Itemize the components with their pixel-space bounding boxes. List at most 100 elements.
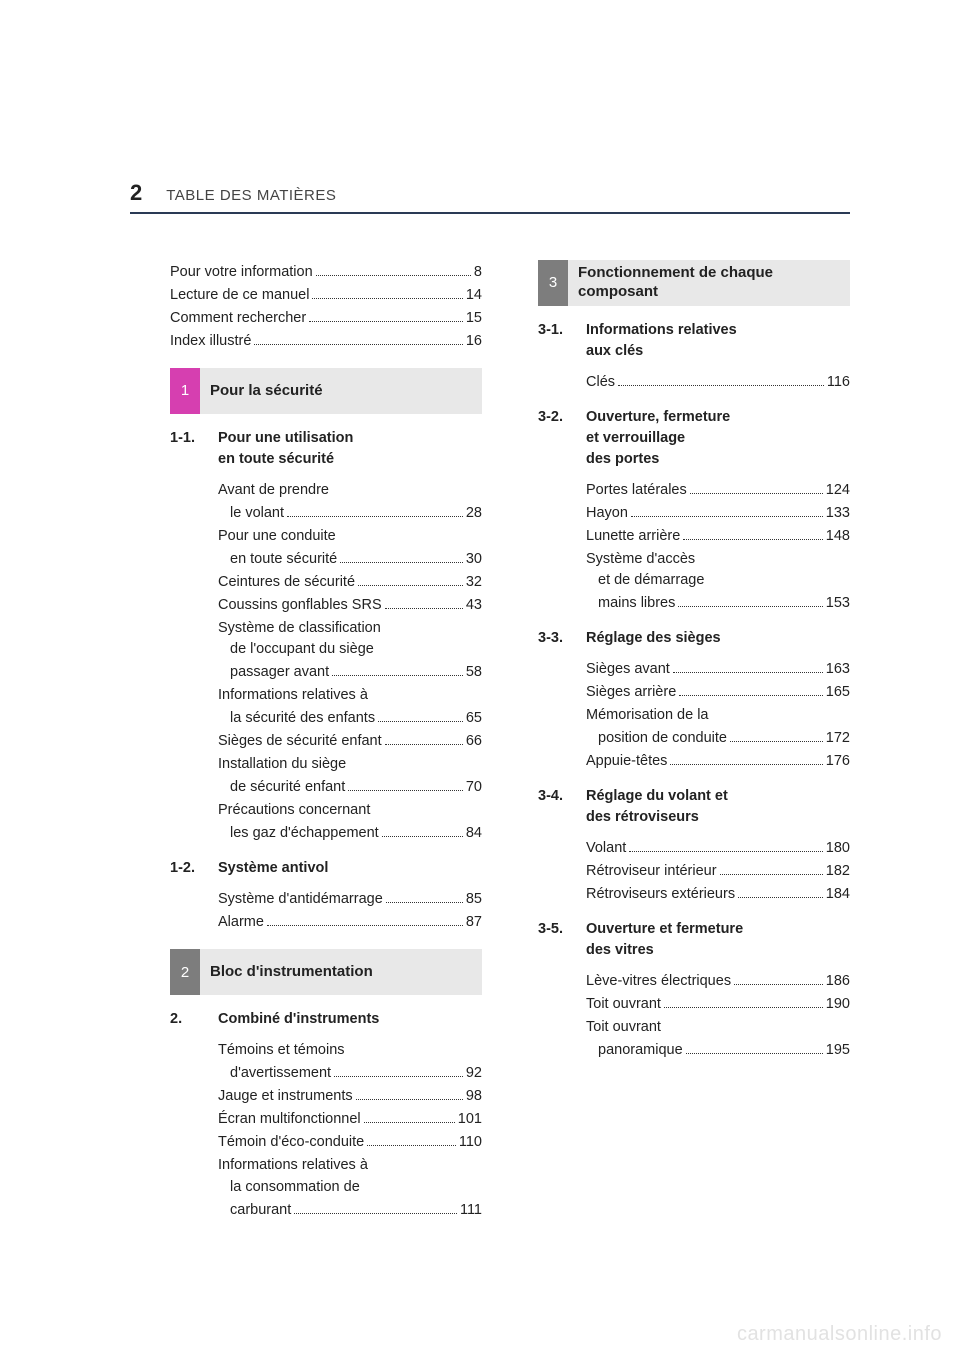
toc-label: Rétroviseur intérieur [586,861,717,882]
chapter-box-3: 3 Fonctionnement de chaque composant [538,260,850,306]
toc-entry: Rétroviseur intérieur182 [538,861,850,882]
toc-entry: Informations relatives à [170,1155,482,1176]
toc-label: Coussins gonflables SRS [218,595,382,616]
toc-leader [738,888,823,898]
section-title-l1: Réglage du volant et [586,788,728,804]
toc-leader [356,1090,463,1100]
toc-entry: Index illustré 16 [170,331,482,352]
section-title-l1: Pour une utilisation [218,430,353,446]
toc-leader [254,335,462,345]
toc-entry: Toit ouvrant [538,1017,850,1038]
section-title: Système antivol [218,858,482,879]
toc-leader [670,755,822,765]
toc-page: 15 [466,308,482,329]
chapter-num: 3 [538,260,568,306]
section-num: 3-1. [538,320,586,362]
toc-label: Jauge et instruments [218,1086,353,1107]
toc-page: 92 [466,1063,482,1084]
toc-leader [309,312,463,322]
toc-entry: carburant 111 [170,1200,482,1221]
section-title-l1: Ouverture et fermeture [586,921,743,937]
toc-leader [334,1067,463,1077]
section-title: Combiné d'instruments [218,1009,482,1030]
toc-entry: la sécurité des enfants 65 [170,708,482,729]
toc-entry: Appuie-têtes176 [538,751,850,772]
toc-label: Appuie-têtes [586,751,667,772]
toc-page: 66 [466,731,482,752]
toc-entry: la consommation de [170,1177,482,1198]
toc-page: 111 [460,1200,482,1221]
toc-entry: Écran multifonctionnel 101 [170,1109,482,1130]
toc-entry: Volant180 [538,838,850,859]
toc-entry: position de conduite172 [538,728,850,749]
toc-leader [378,712,463,722]
toc-label: panoramique [598,1040,683,1061]
toc-entry: et de démarrage [538,570,850,591]
section-num: 3-5. [538,919,586,961]
toc-entry: les gaz d'échappement 84 [170,823,482,844]
section-num: 3-4. [538,786,586,828]
toc-page: 180 [826,838,850,859]
chapter-num: 1 [170,368,200,414]
toc-label: Système d'accès [586,551,695,567]
section-title: Ouverture, fermeture et verrouillage des… [586,407,850,470]
toc-label: passager avant [230,662,329,683]
toc-entry: Jauge et instruments 98 [170,1086,482,1107]
toc-entry: en toute sécurité 30 [170,549,482,570]
toc-leader [385,599,463,609]
toc-label: Index illustré [170,331,251,352]
toc-label: Lève-vitres électriques [586,971,731,992]
section-title: Réglage du volant et des rétroviseurs [586,786,850,828]
toc-label: la sécurité des enfants [230,708,375,729]
toc-page: 28 [466,503,482,524]
section-heading: 3-4. Réglage du volant et des rétroviseu… [538,786,850,828]
toc-entry: Avant de prendre [170,480,482,501]
toc-leader [294,1203,457,1213]
toc-label: Lecture de ce manuel [170,285,309,306]
toc-page: 165 [826,682,850,703]
toc-page: 186 [826,971,850,992]
toc-page: 98 [466,1086,482,1107]
section-title-l2: et verrouillage [586,430,685,446]
toc-page: 195 [826,1040,850,1061]
toc-page: 32 [466,572,482,593]
toc-page: 30 [466,549,482,570]
page: 2 TABLE DES MATIÈRES Pour votre informat… [0,0,960,1358]
toc-label: Informations relatives à [218,1157,368,1173]
toc-leader [364,1113,455,1123]
toc-page: 65 [466,708,482,729]
toc-page: 163 [826,659,850,680]
section-num: 2. [170,1009,218,1030]
toc-page: 16 [466,331,482,352]
page-number: 2 [130,180,142,206]
toc-leader [618,376,824,386]
section-num: 3-2. [538,407,586,470]
toc-entry: Comment rechercher 15 [170,308,482,329]
toc-page: 87 [466,912,482,933]
toc-label: Pour une conduite [218,528,336,544]
toc-label: Toit ouvrant [586,994,661,1015]
toc-label: la consommation de [230,1179,360,1195]
toc-entry: Rétroviseurs extérieurs184 [538,884,850,905]
toc-label: Portes latérales [586,480,687,501]
toc-entry: Système de classification [170,618,482,639]
toc-page: 148 [826,526,850,547]
toc-label: Avant de prendre [218,482,329,498]
toc-label: Système d'antidémarrage [218,889,383,910]
toc-page: 85 [466,889,482,910]
toc-page: 172 [826,728,850,749]
toc-label: Mémorisation de la [586,707,709,723]
section-title-l2: des rétroviseurs [586,809,699,825]
toc-label: Pour votre information [170,262,313,283]
section-title-l2: des vitres [586,942,654,958]
toc-leader [287,507,463,517]
toc-entry: Système d'antidémarrage 85 [170,889,482,910]
toc-entry: Pour votre information 8 [170,262,482,283]
toc-page: 101 [458,1109,482,1130]
toc-entry: Sièges avant163 [538,659,850,680]
toc-leader [332,666,463,676]
toc-page: 84 [466,823,482,844]
toc-label: Toit ouvrant [586,1019,661,1035]
toc-entry: Système d'accès [538,549,850,570]
toc-leader [267,916,463,926]
